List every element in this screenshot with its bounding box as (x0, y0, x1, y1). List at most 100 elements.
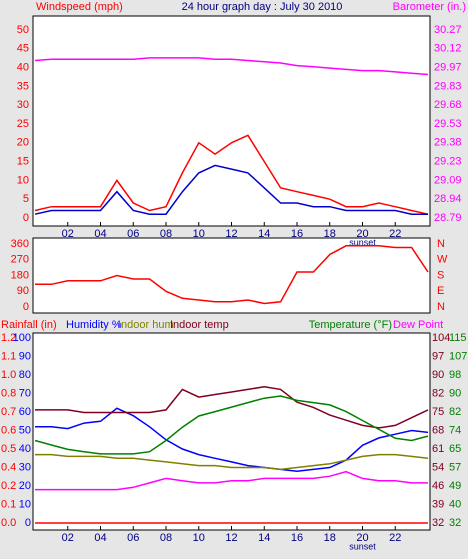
series-label: Indoor hum (118, 319, 174, 331)
y4-tick-label: 90 (449, 387, 461, 399)
y2-tick-label: 28.94 (434, 193, 462, 205)
y4-tick-label: 82 (449, 406, 461, 418)
y2-tick-label: 28.79 (434, 212, 462, 224)
y2-tick-label: 50 (19, 424, 31, 436)
y2-tick-label: 30.12 (434, 43, 462, 55)
series-line (34, 164, 428, 215)
y2-tick-label: 20 (19, 480, 31, 492)
series-label: Temperature (°F) (309, 319, 392, 331)
x-tick-label: 02 (62, 532, 74, 544)
y2-tick-label: S (437, 269, 444, 281)
y4-tick-label: 32 (449, 517, 461, 529)
x-tick-label: 10 (193, 228, 205, 240)
x-tick-label: 08 (160, 532, 172, 544)
y3-tick-label: 54 (432, 461, 444, 473)
y2-tick-label: 30 (19, 461, 31, 473)
y2-tick-label: 29.83 (434, 80, 462, 92)
x-tick-label: 14 (258, 532, 270, 544)
y-tick-label: 0 (23, 301, 29, 313)
y-tick-label: 0.2 (1, 480, 16, 492)
y2-tick-label: 70 (19, 387, 31, 399)
y3-tick-label: 39 (432, 498, 444, 510)
x-tick-label: 06 (127, 532, 139, 544)
series-line (35, 245, 429, 305)
x-tick-label: 18 (324, 228, 336, 240)
series-line (35, 453, 429, 471)
y2-tick-label: 29.23 (434, 156, 462, 168)
y-tick-label: 35 (17, 80, 29, 92)
y-tick-label: 270 (11, 254, 29, 266)
y2-tick-label: 29.68 (434, 99, 462, 111)
y-tick-label: 0.1 (1, 498, 16, 510)
y4-tick-label: 65 (449, 443, 461, 455)
y-tick-label: 0.5 (1, 443, 16, 455)
y2-tick-label: E (437, 285, 444, 297)
y-tick-label: 180 (11, 269, 29, 281)
y2-tick-label: 29.09 (434, 174, 462, 186)
y2-tick-label: 60 (19, 406, 31, 418)
y-tick-label: 10 (17, 174, 29, 186)
y-tick-label: 20 (17, 137, 29, 149)
y2-tick-label: 29.97 (434, 62, 462, 74)
y4-tick-label: 40 (449, 498, 461, 510)
x-tick-label: 22 (389, 532, 401, 544)
x-tick-label: 14 (258, 228, 270, 240)
y-tick-label: 0.0 (1, 517, 16, 529)
x-tick-label: 12 (225, 228, 237, 240)
x-tick-label: 02 (62, 228, 74, 240)
y3-tick-label: 82 (432, 387, 444, 399)
y2-tick-label: 40 (19, 443, 31, 455)
y2-tick-label: 0 (25, 517, 31, 529)
temperature-panel (32, 332, 431, 531)
x-tick-label: 10 (193, 532, 205, 544)
series-line (34, 57, 429, 76)
y2-tick-label: 10 (19, 498, 31, 510)
y2-tick-label: N (437, 238, 445, 250)
y2-tick-label: N (437, 301, 445, 313)
y3-tick-label: 97 (432, 350, 444, 362)
y-tick-label: 90 (17, 285, 29, 297)
y-tick-label: 50 (17, 24, 29, 36)
y-tick-label: 0 (23, 212, 29, 224)
series-label: Indoor temp (170, 319, 229, 331)
y-tick-label: 45 (17, 43, 29, 55)
y-tick-label: 1.1 (1, 350, 16, 362)
y-tick-label: 0.8 (1, 387, 16, 399)
series-line (35, 470, 428, 491)
y4-tick-label: 107 (449, 350, 467, 362)
y4-tick-label: 74 (449, 424, 461, 436)
y3-tick-label: 104 (432, 332, 450, 344)
chart-title: 24 hour graph day : July 30 2010 (182, 1, 343, 13)
y-tick-label: 1.0 (1, 369, 16, 381)
y2-tick-label: 100 (13, 332, 31, 344)
x-tick-label: 20 (356, 228, 368, 240)
x-tick-label: 04 (94, 228, 106, 240)
y2-tick-label: 90 (19, 350, 31, 362)
sunset-label: sunset (349, 237, 376, 247)
y4-tick-label: 98 (449, 369, 461, 381)
y3-tick-label: 46 (432, 480, 444, 492)
y-tick-label: 15 (17, 156, 29, 168)
x-tick-label: 18 (324, 532, 336, 544)
y3-tick-label: 75 (432, 406, 444, 418)
y2-tick-label: 80 (19, 369, 31, 381)
y4-tick-label: 57 (449, 461, 461, 473)
y-tick-label: 360 (11, 238, 29, 250)
y4-tick-label: 115 (449, 332, 467, 344)
series-line (34, 134, 429, 215)
x-tick-label: 22 (389, 228, 401, 240)
y3-tick-label: 61 (432, 443, 444, 455)
x-tick-label: 16 (291, 532, 303, 544)
x-tick-label: 12 (225, 532, 237, 544)
y2-tick-label: 29.38 (434, 137, 462, 149)
series-line (34, 395, 429, 455)
y-tick-label: 40 (17, 62, 29, 74)
x-tick-label: 04 (94, 532, 106, 544)
x-tick-label: 08 (160, 228, 172, 240)
series-line (35, 407, 429, 472)
x-tick-label: 20 (356, 532, 368, 544)
y3-tick-label: 32 (432, 517, 444, 529)
y4-tick-label: 49 (449, 480, 461, 492)
series-label: Dew Point (393, 319, 443, 331)
